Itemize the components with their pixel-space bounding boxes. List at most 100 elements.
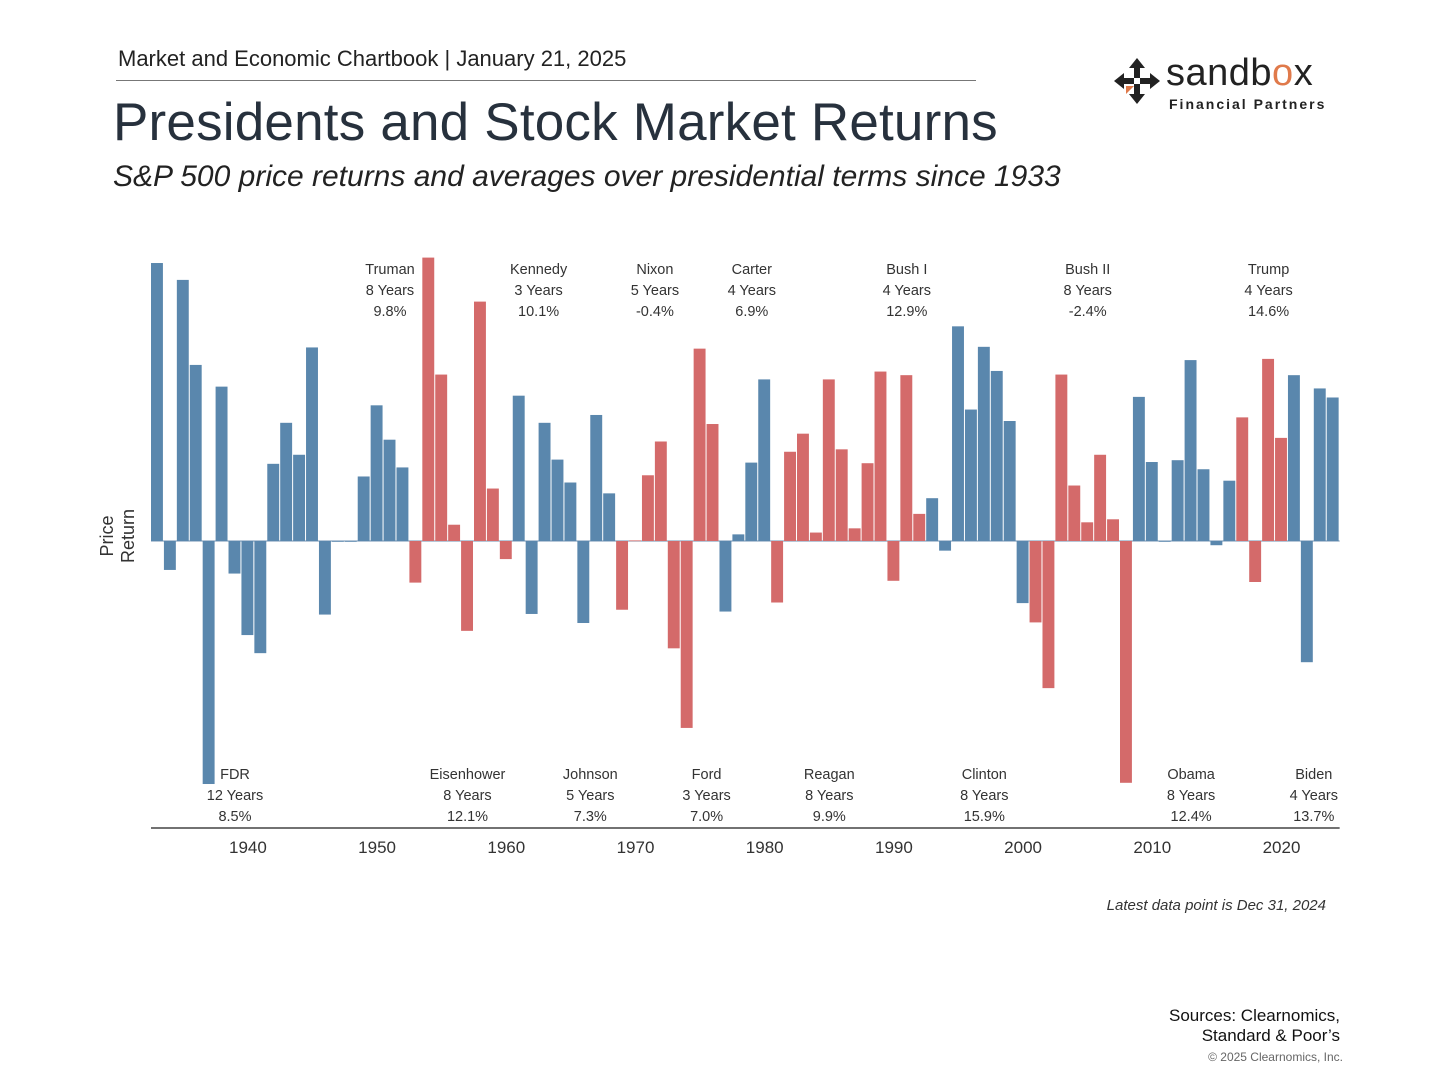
- data-note: Latest data point is Dec 31, 2024: [1106, 897, 1326, 914]
- bar-2011: [1158, 541, 1171, 542]
- chartbook-kicker: Market and Economic Chartbook | January …: [118, 46, 627, 71]
- bar-2002: [1042, 541, 1055, 689]
- copyright: © 2025 Clearnomics, Inc.: [1208, 1050, 1343, 1064]
- top-label-name: Nixon: [636, 262, 673, 278]
- bar-1955: [435, 374, 448, 541]
- bar-1976: [706, 424, 719, 541]
- bar-2009: [1132, 396, 1145, 541]
- top-label-avg: 9.8%: [373, 304, 406, 320]
- bar-1966: [577, 541, 590, 624]
- top-label-term: 8 Years: [366, 283, 414, 299]
- bar-1983: [797, 433, 809, 541]
- bar-1995: [952, 326, 964, 541]
- bar-2004: [1068, 485, 1081, 541]
- bottom-label-name: Eisenhower: [430, 767, 506, 783]
- bar-1970: [629, 540, 641, 542]
- x-tick-label-1970: 1970: [617, 838, 655, 857]
- bar-1968: [603, 493, 616, 541]
- bar-2017: [1236, 417, 1249, 541]
- sources: Sources: Clearnomics, Standard & Poor’s: [1169, 1006, 1340, 1046]
- bar-1957: [461, 541, 473, 631]
- top-label-name: Truman: [365, 262, 414, 278]
- bar-1960: [499, 541, 512, 560]
- bar-2005: [1081, 522, 1094, 541]
- bottom-label-avg: 7.0%: [690, 809, 723, 825]
- bar-1971: [641, 475, 654, 541]
- bottom-label-term: 8 Years: [805, 788, 853, 804]
- bottom-label-avg: 7.3%: [574, 809, 607, 825]
- bar-2019: [1262, 358, 1275, 541]
- returns-chart: 1940 1950 1960 1970 1980 1990 2000 2010 2020 Trum…: [151, 257, 1340, 857]
- bottom-label-term: 4 Years: [1290, 788, 1338, 804]
- top-label-term: 5 Years: [631, 283, 679, 299]
- top-label-name: Bush II: [1065, 262, 1110, 278]
- bar-1935: [176, 279, 189, 541]
- bar-1997: [977, 346, 990, 541]
- bottom-label-term: 3 Years: [682, 788, 730, 804]
- bottom-label-avg: 13.7%: [1293, 809, 1334, 825]
- top-label-name: Carter: [732, 262, 772, 278]
- bar-1945: [306, 347, 318, 541]
- x-tick-label-1990: 1990: [875, 838, 913, 857]
- bottom-label-term: 8 Years: [1167, 788, 1215, 804]
- bar-1963: [538, 422, 551, 541]
- bar-2023: [1313, 388, 1326, 541]
- bar-1990: [887, 541, 900, 581]
- bar-1954: [422, 257, 435, 541]
- bar-1951: [383, 439, 396, 541]
- bar-1985: [822, 379, 835, 541]
- x-tick-label-1950: 1950: [358, 838, 396, 857]
- bar-2003: [1055, 374, 1068, 541]
- bar-2021: [1287, 375, 1300, 541]
- bar-1950: [370, 405, 383, 541]
- bottom-label-avg: 12.4%: [1171, 809, 1212, 825]
- top-label-term: 4 Years: [728, 283, 776, 299]
- top-label-avg: 6.9%: [735, 304, 768, 320]
- top-label-avg: -2.4%: [1069, 304, 1107, 320]
- bar-2008: [1120, 541, 1132, 783]
- bottom-label-term: 8 Years: [443, 788, 491, 804]
- x-tick-label-2010: 2010: [1133, 838, 1171, 857]
- bottom-label-term: 8 Years: [960, 788, 1008, 804]
- kicker-divider: [116, 80, 976, 81]
- bar-1942: [267, 463, 280, 541]
- x-tick-label-2000: 2000: [1004, 838, 1042, 857]
- bar-2001: [1029, 541, 1042, 623]
- bar-2012: [1171, 460, 1184, 541]
- bar-1998: [990, 370, 1003, 541]
- bar-1993: [926, 498, 939, 541]
- arrows-cross-icon: [1114, 58, 1160, 104]
- bar-1959: [486, 488, 499, 541]
- bar-1989: [874, 371, 887, 541]
- bar-1943: [280, 422, 293, 541]
- bar-1988: [861, 463, 874, 541]
- bar-1958: [474, 301, 486, 541]
- bar-1980: [758, 379, 771, 541]
- bar-1962: [525, 541, 538, 614]
- bar-1999: [1003, 421, 1016, 541]
- bar-1952: [396, 467, 409, 541]
- bar-2016: [1223, 480, 1236, 541]
- bar-1987: [848, 528, 861, 541]
- bar-1967: [590, 414, 603, 541]
- bar-1979: [745, 462, 758, 541]
- bar-2020: [1275, 437, 1287, 541]
- bar-1934: [163, 541, 176, 570]
- bottom-label-avg: 12.1%: [447, 809, 488, 825]
- bar-1991: [900, 375, 913, 541]
- logo-wordmark: sandbox: [1166, 52, 1314, 94]
- x-tick-label-2020: 2020: [1263, 838, 1301, 857]
- top-label-term: 3 Years: [514, 283, 562, 299]
- bar-1965: [564, 482, 577, 541]
- bar-1978: [732, 534, 745, 541]
- x-tick-label-1980: 1980: [746, 838, 784, 857]
- bar-1994: [939, 541, 952, 551]
- bar-1938: [215, 386, 228, 541]
- bar-1940: [241, 541, 254, 636]
- bottom-label-name: Ford: [692, 767, 722, 783]
- bottom-label-term: 12 Years: [207, 788, 263, 804]
- top-label-name: Bush I: [886, 262, 927, 278]
- top-label-avg: 14.6%: [1248, 304, 1289, 320]
- bar-1947: [331, 541, 344, 542]
- bar-2018: [1249, 541, 1262, 582]
